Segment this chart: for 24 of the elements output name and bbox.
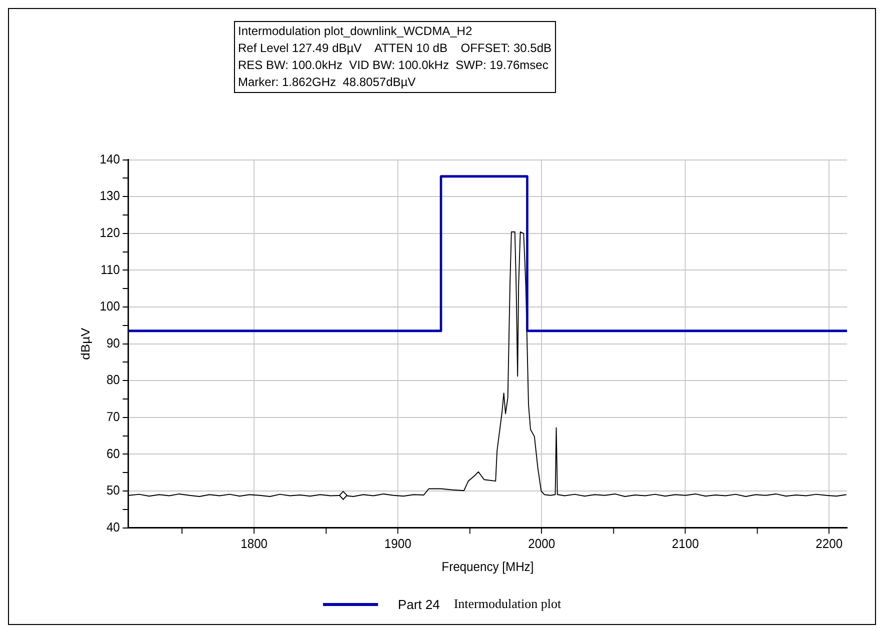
x-tick-label: 1800 bbox=[240, 536, 268, 552]
y-tick-label: 80 bbox=[106, 372, 120, 388]
text: RES BW: 100.0kHz VID BW: 100.0kHz SWP: 19.76msec bbox=[238, 57, 550, 74]
y-axis-title: dBµV bbox=[78, 327, 92, 360]
y-tick-label: 70 bbox=[106, 410, 120, 424]
chart-title: Intermodulation plot_downlink_WCDMA_H2 bbox=[238, 23, 474, 40]
y-tick-label: 110 bbox=[100, 262, 120, 277]
y-tick-label: 50 bbox=[106, 483, 120, 498]
y-tick-label: 90 bbox=[106, 336, 120, 350]
x-tick-label: 2100 bbox=[672, 536, 699, 552]
y-tick-label: 60 bbox=[106, 446, 120, 461]
legend-title: Intermodulation plot bbox=[454, 596, 562, 612]
text: Marker: 1.862GHz 48.8057dBµV bbox=[238, 74, 417, 91]
text: Ref Level 127.49 dBµV ATTEN 10 dB OFFSET: 30.5dB bbox=[238, 40, 552, 57]
x-tick-label: 1900 bbox=[384, 536, 412, 552]
x-tick-label: 2000 bbox=[528, 536, 556, 552]
y-tick-label: 120 bbox=[100, 226, 120, 240]
x-tick-label: 2200 bbox=[816, 536, 843, 552]
y-tick-label: 140 bbox=[100, 152, 120, 166]
y-tick-label: 100 bbox=[100, 299, 120, 314]
legend-label: Part 24 bbox=[398, 596, 440, 612]
y-tick-label: 40 bbox=[106, 520, 120, 534]
x-axis-title: Frequency [MHz] bbox=[442, 559, 534, 574]
y-tick-label: 130 bbox=[100, 188, 120, 204]
